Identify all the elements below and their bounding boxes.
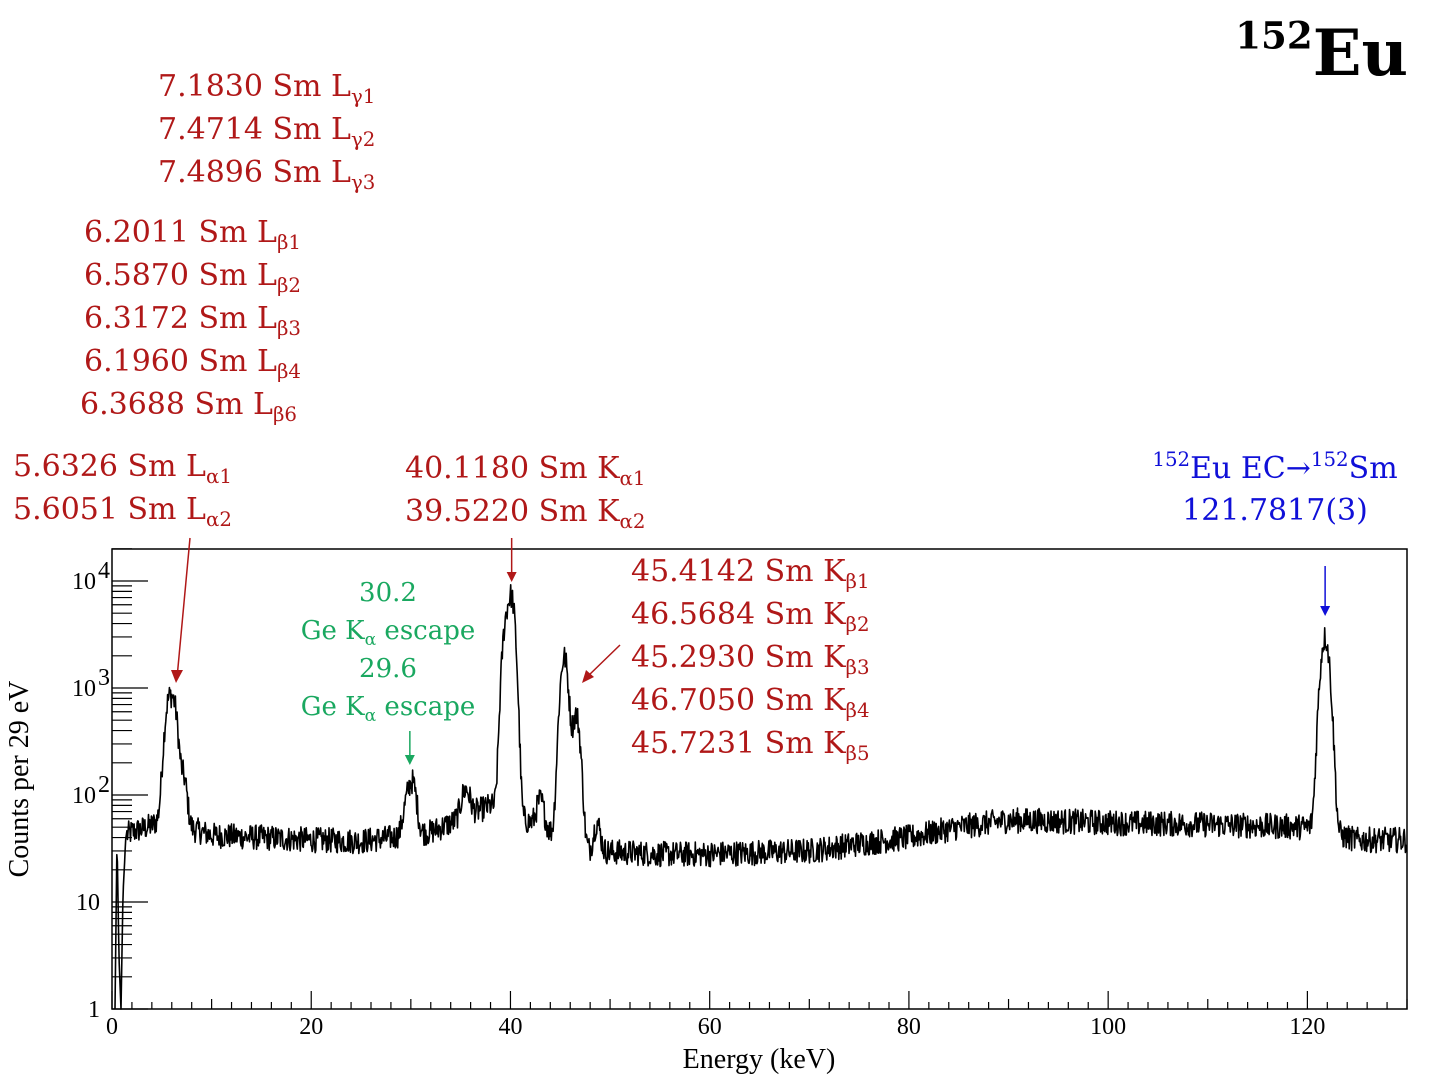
line-label: 6.3172 Sm Lβ3 <box>84 301 301 340</box>
l-line-arrowhead <box>171 670 183 683</box>
line-label: 5.6051 Sm Lα2 <box>13 492 232 531</box>
gamma-label: 152Eu EC→152Sm 121.7817(3) <box>1135 448 1415 532</box>
plot-frame <box>111 548 1408 1010</box>
x-tick-label: 40 <box>498 1014 522 1040</box>
l-alpha-labels: 5.6326 Sm Lα1 5.6051 Sm Lα2 <box>13 445 232 531</box>
k-alpha-labels: 40.1180 Sm Kα1 39.5220 Sm Kα2 <box>405 447 646 533</box>
line-label: 7.4714 Sm Lγ2 <box>158 112 376 151</box>
escape-labels: 30.2 Ge Kα escape 29.6 Ge Kα escape <box>288 574 488 726</box>
gamma-energy: 121.7817(3) <box>1182 493 1368 528</box>
line-label: 45.4142 Sm Kβ1 <box>631 554 870 593</box>
y-tick-exponent: 3 <box>98 665 110 691</box>
y-tick-label: 10 <box>76 890 100 916</box>
escape-label: Ge Kα escape <box>300 616 476 650</box>
escape-energy: 29.6 <box>359 654 417 684</box>
x-axis-label: Energy (keV) <box>683 1044 836 1075</box>
line-label: 40.1180 Sm Kα1 <box>405 451 646 490</box>
y-tick-label: 1 <box>88 997 100 1023</box>
line-label: 6.5870 Sm Lβ2 <box>84 258 301 297</box>
isotope-title: 152Eu <box>1235 13 1408 91</box>
y-tick-label: 10 <box>72 569 96 595</box>
line-label: 46.5684 Sm Kβ2 <box>631 597 870 636</box>
line-label: 7.1830 Sm Lγ1 <box>158 69 376 108</box>
x-tick-label: 120 <box>1289 1014 1325 1040</box>
y-tick-exponent: 4 <box>98 558 110 584</box>
line-label: 7.4896 Sm Lγ3 <box>158 155 376 194</box>
l-gamma-labels: 7.1830 Sm Lγ1 7.4714 Sm Lγ2 7.4896 Sm Lγ… <box>158 65 375 194</box>
x-tick-label: 60 <box>698 1014 722 1040</box>
spectrum-trace <box>114 584 1408 1010</box>
line-label: 5.6326 Sm Lα1 <box>13 449 232 488</box>
escape-label: Ge Kα escape <box>300 692 476 726</box>
line-label: 6.3688 Sm Lβ6 <box>80 387 297 426</box>
line-label: 39.5220 Sm Kα2 <box>405 494 646 533</box>
line-label: 6.2011 Sm Lβ1 <box>84 215 301 254</box>
peak-marker-head <box>404 755 415 765</box>
kbeta-arrowhead <box>582 670 594 683</box>
peak-markers <box>404 538 1331 765</box>
x-tick-label: 20 <box>299 1014 323 1040</box>
k-beta-labels: 45.4142 Sm Kβ1 46.5684 Sm Kβ2 45.2930 Sm… <box>631 550 870 765</box>
y-tick-exponent: 2 <box>98 772 110 798</box>
x-tick-label: 0 <box>106 1014 118 1040</box>
escape-energy: 30.2 <box>359 578 417 608</box>
l-beta-labels: 6.2011 Sm Lβ1 6.5870 Sm Lβ2 6.3172 Sm Lβ… <box>80 211 301 426</box>
line-label: 6.1960 Sm Lβ4 <box>84 344 301 383</box>
kbeta-arrow <box>586 644 621 678</box>
peak-marker-head <box>506 572 517 582</box>
peak-marker-head <box>1320 606 1331 616</box>
x-tick-label: 80 <box>897 1014 921 1040</box>
x-tick-label: 100 <box>1090 1014 1126 1040</box>
decay-label: 152Eu EC→152Sm <box>1152 448 1398 486</box>
y-tick-label: 10 <box>72 783 96 809</box>
line-label: 46.7050 Sm Kβ4 <box>631 683 870 722</box>
y-tick-label: 10 <box>72 676 96 702</box>
l-line-arrow <box>176 537 191 679</box>
y-axis-label: Counts per 29 eV <box>4 681 35 878</box>
line-label: 45.7231 Sm Kβ5 <box>631 726 870 765</box>
line-label: 45.2930 Sm Kβ3 <box>631 640 870 679</box>
